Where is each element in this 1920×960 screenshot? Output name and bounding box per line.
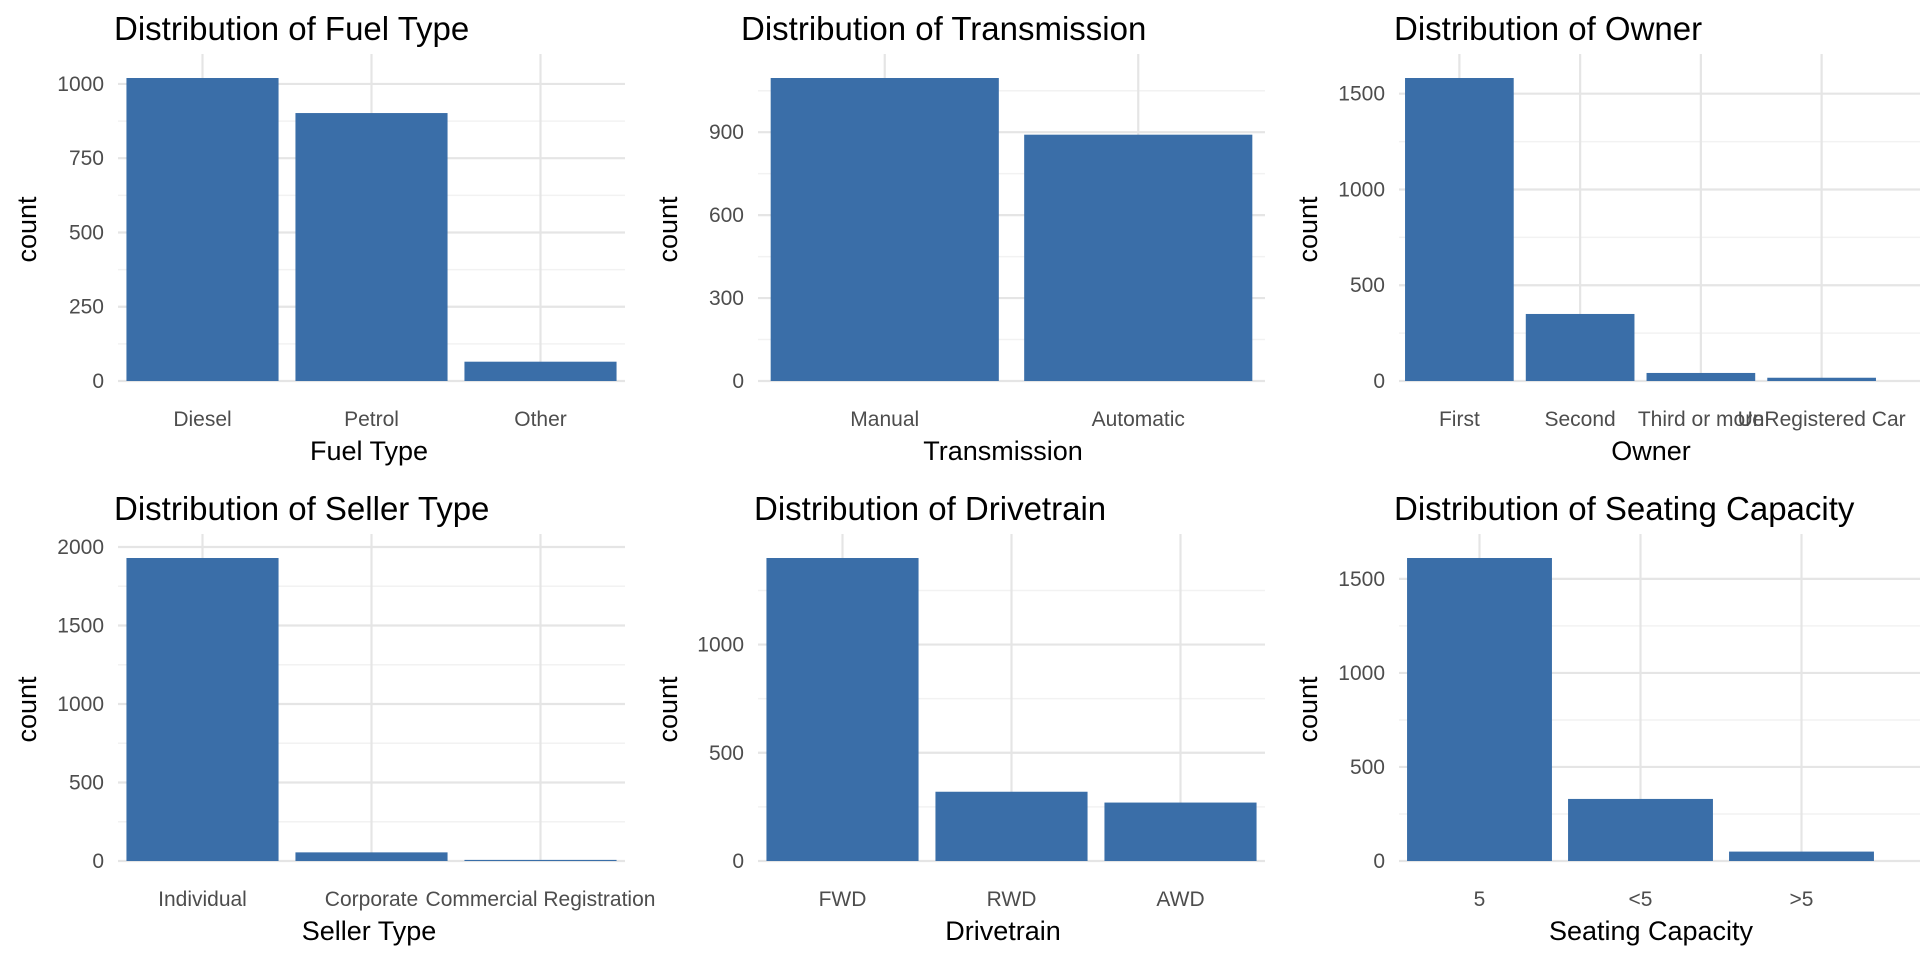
y-axis-title: count <box>653 676 683 743</box>
x-axis-title: Seller Type <box>302 916 437 946</box>
y-tick-label: 1000 <box>1338 662 1385 685</box>
x-tick-label: FWD <box>819 888 867 911</box>
y-tick-label: 1500 <box>57 615 104 638</box>
chart-panel-6: 0 500 1000 1500 5 <5 >5 Distribution of Seating… <box>1293 490 1920 946</box>
y-tick-label: 0 <box>1373 370 1385 393</box>
chart-panel-5: 0 500 1000 FWD RWD AWD Distribution of Drivetr… <box>653 490 1265 946</box>
x-tick-label: Other <box>514 408 567 431</box>
bar-second <box>1525 313 1635 381</box>
x-tick-label: Commercial Registration <box>426 888 656 911</box>
y-axis-title: count <box>1293 676 1323 743</box>
chart-panel-4: 0 500 1000 1500 2000 Individual Corporate Comme… <box>12 490 655 946</box>
bar-rwd <box>935 791 1088 861</box>
x-tick-label: Manual <box>850 408 919 431</box>
x-axis-title: Seating Capacity <box>1549 916 1754 946</box>
bar-fwd <box>766 558 919 861</box>
x-tick-label: Automatic <box>1092 408 1185 431</box>
y-tick-label: 0 <box>1373 850 1385 873</box>
bar--5 <box>1568 798 1713 861</box>
x-tick-label: Corporate <box>325 888 418 911</box>
bar-5 <box>1407 558 1552 861</box>
chart-panel-2: 0 300 600 900 Manual Automatic Distribution of… <box>653 10 1265 466</box>
y-axis-title: count <box>12 196 42 263</box>
bar-commercial-registration <box>464 859 617 861</box>
y-tick-label: 2000 <box>57 536 104 559</box>
y-axis-title: count <box>1293 196 1323 263</box>
y-tick-label: 0 <box>732 370 744 393</box>
chart-title: Distribution of Seating Capacity <box>1394 490 1855 527</box>
x-axis-title: Fuel Type <box>310 436 428 466</box>
y-tick-label: 500 <box>1350 756 1385 779</box>
x-tick-label: >5 <box>1790 888 1814 911</box>
x-axis-title: Drivetrain <box>945 916 1061 946</box>
y-tick-label: 500 <box>709 742 744 765</box>
bar-manual <box>770 78 999 381</box>
y-tick-label: 1000 <box>57 693 104 716</box>
bar-third-or-more <box>1646 372 1756 381</box>
y-tick-label: 600 <box>709 204 744 227</box>
x-tick-label: Individual <box>158 888 247 911</box>
y-tick-label: 1500 <box>1338 83 1385 106</box>
chart-title: Distribution of Drivetrain <box>754 490 1106 527</box>
chart-panel-3: 0 500 1000 1500 First Second Third or moreUnRe… <box>1293 10 1920 466</box>
y-tick-label: 0 <box>92 850 104 873</box>
x-tick-label: RWD <box>987 888 1037 911</box>
y-tick-label: 500 <box>69 772 104 795</box>
bar-diesel <box>126 78 279 381</box>
bar-other <box>464 361 617 381</box>
chart-title: Distribution of Owner <box>1394 10 1702 47</box>
x-tick-label: Third or more <box>1638 408 1764 431</box>
x-tick-label: UnRegistered Car <box>1738 408 1906 431</box>
y-tick-label: 1500 <box>1338 568 1385 591</box>
y-tick-label: 500 <box>1350 274 1385 297</box>
x-tick-label: Second <box>1545 408 1616 431</box>
y-tick-label: 500 <box>69 221 104 244</box>
bar-petrol <box>295 113 448 381</box>
bar-corporate <box>295 852 448 861</box>
y-axis-title: count <box>12 676 42 743</box>
x-tick-label: First <box>1439 408 1480 431</box>
chart-title: Distribution of Seller Type <box>114 490 489 527</box>
x-tick-label: 5 <box>1474 888 1486 911</box>
x-tick-label: <5 <box>1629 888 1653 911</box>
bar-awd <box>1104 802 1257 861</box>
y-axis-title: count <box>653 196 683 263</box>
bar-individual <box>126 558 279 861</box>
y-tick-label: 0 <box>92 370 104 393</box>
x-tick-label: AWD <box>1156 888 1204 911</box>
x-axis-title: Transmission <box>923 436 1083 466</box>
y-tick-label: 1000 <box>697 634 744 657</box>
y-tick-label: 750 <box>69 147 104 170</box>
x-tick-label: Diesel <box>173 408 231 431</box>
y-tick-label: 300 <box>709 287 744 310</box>
y-tick-label: 0 <box>732 850 744 873</box>
chart-panel-1: 0 250 500 750 1000 Diesel Petrol Other Distribut… <box>12 10 625 466</box>
bar-first <box>1405 78 1514 381</box>
x-tick-label: Petrol <box>344 408 399 431</box>
bar-unregistered-car <box>1767 377 1876 381</box>
bar-automatic <box>1024 134 1253 381</box>
y-tick-label: 250 <box>69 296 104 319</box>
bar--5 <box>1729 851 1874 861</box>
y-tick-label: 1000 <box>57 73 104 96</box>
chart-title: Distribution of Transmission <box>741 10 1146 47</box>
y-tick-label: 900 <box>709 121 744 144</box>
x-axis-title: Owner <box>1611 436 1691 466</box>
chart-title: Distribution of Fuel Type <box>114 10 469 47</box>
y-tick-label: 1000 <box>1338 178 1385 201</box>
